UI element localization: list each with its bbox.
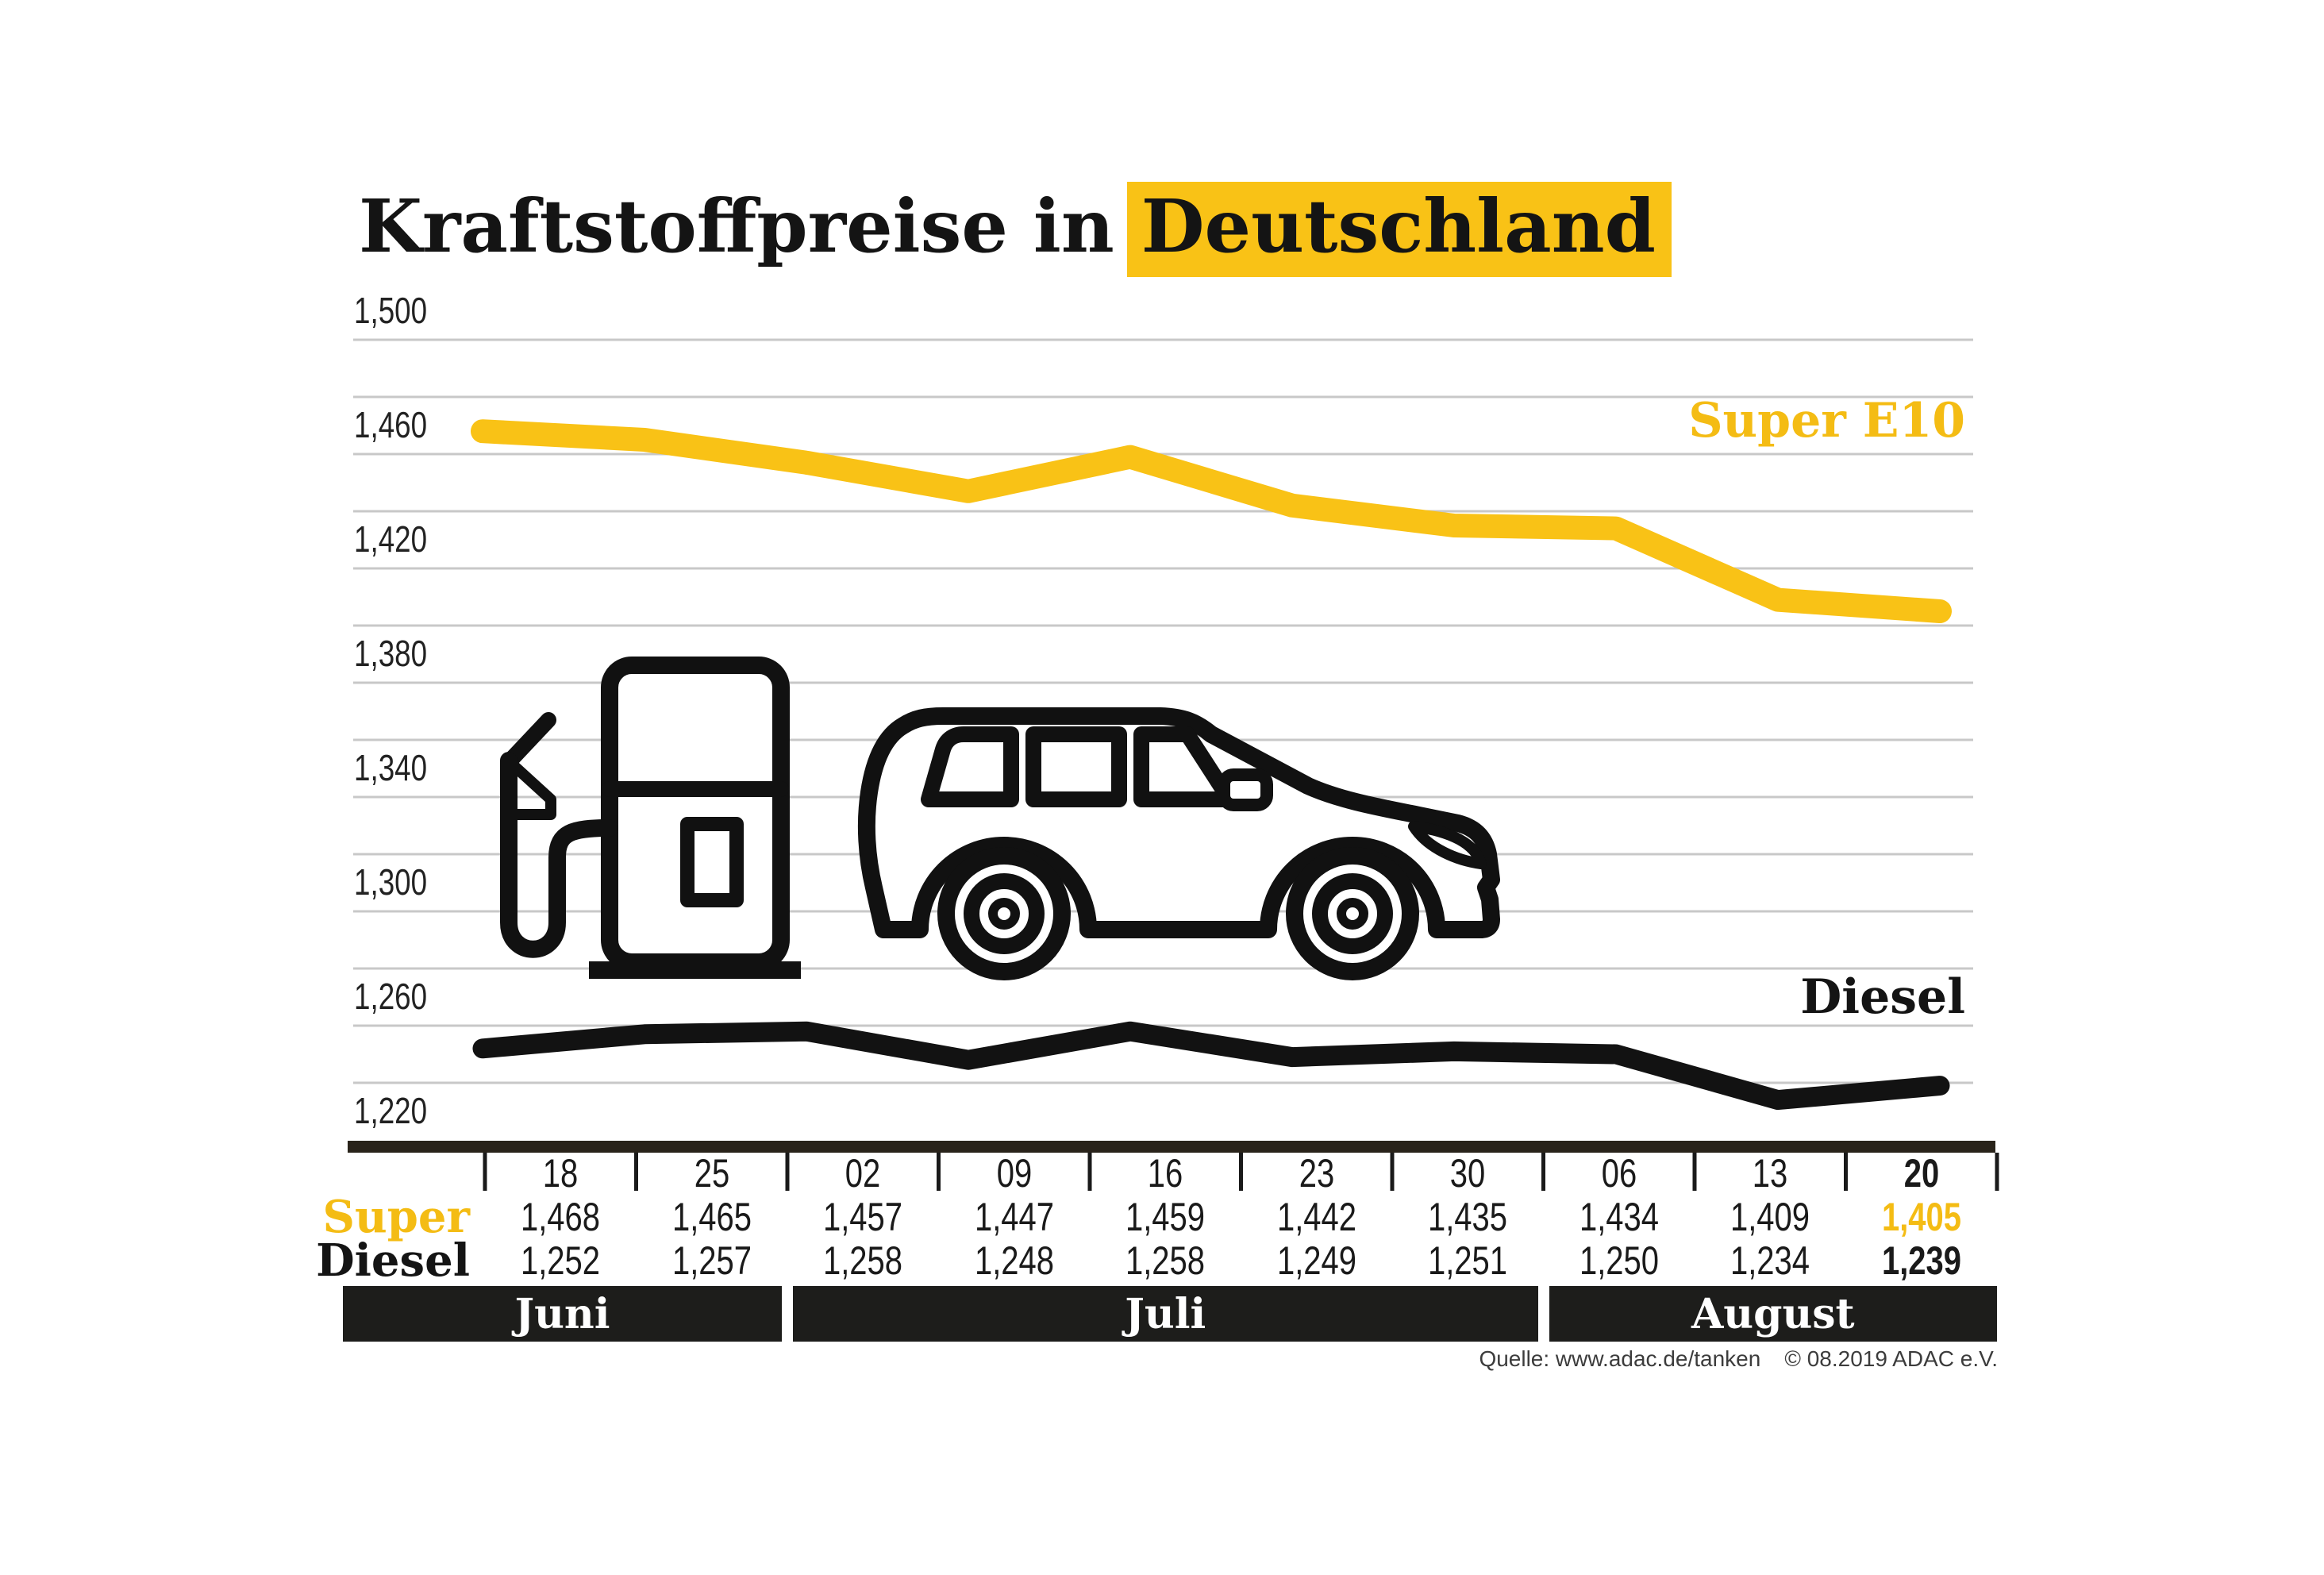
date-label-text: 25 [694,1151,730,1196]
super-value-text: 1,435 [1428,1195,1508,1239]
diesel-value-text: 1,258 [1125,1238,1206,1283]
y-axis-label-text: 1,220 [354,1090,428,1131]
date-label: 25 [690,1153,734,1194]
date-label-text: 13 [1753,1151,1788,1196]
car-icon [857,707,1500,980]
diesel-value: 1,251 [1418,1239,1518,1282]
y-axis-label: 1,420 [354,519,445,559]
date-label-text: 09 [996,1151,1033,1196]
date-label-text: 20 [1903,1151,1940,1196]
super-value-text: 1,447 [974,1195,1054,1239]
diesel-value-text: 1,239 [1881,1238,1961,1283]
diesel-value-text: 1,250 [1579,1238,1659,1283]
month-band-august: August [1549,1286,1997,1342]
diesel-value-text: 1,258 [823,1238,903,1283]
super-value: 1,442 [1267,1196,1366,1238]
diesel-value: 1,239 [1872,1239,1971,1282]
y-axis-label: 1,500 [354,291,445,330]
month-band-juni: Juni [343,1286,782,1342]
super-value: 1,435 [1418,1196,1518,1238]
super-value-text: 1,434 [1579,1195,1659,1239]
fuel-pump-icon [500,657,801,979]
y-axis-label: 1,460 [354,405,445,445]
source-copyright: © 08.2019 ADAC e.V. [1784,1346,1998,1371]
y-axis-label: 1,260 [354,976,445,1016]
diesel-value: 1,234 [1721,1239,1820,1282]
diesel-value-text: 1,252 [521,1238,601,1283]
x-axis-line [348,1141,1995,1153]
date-label-text: 18 [543,1151,579,1196]
y-axis-label-text: 1,460 [354,404,428,445]
super-value: 1,434 [1569,1196,1668,1238]
super-e10-line [471,419,1952,623]
date-label: 02 [841,1153,885,1194]
y-axis-label-text: 1,260 [354,976,428,1017]
diesel-value-text: 1,251 [1428,1238,1508,1283]
y-axis-label: 1,300 [354,862,445,902]
y-axis-label: 1,220 [354,1091,445,1130]
super-value-text: 1,405 [1881,1195,1961,1239]
date-label: 16 [1143,1153,1187,1194]
date-label-text: 06 [1601,1151,1637,1196]
super-value-text: 1,457 [823,1195,903,1239]
diesel-value: 1,250 [1569,1239,1668,1282]
y-axis-label-text: 1,300 [354,861,428,903]
super-value: 1,447 [964,1196,1064,1238]
diesel-value-text: 1,248 [974,1238,1054,1283]
super-value: 1,409 [1721,1196,1820,1238]
x-axis-ticks [483,1153,1999,1191]
month-band-juli: Juli [793,1286,1538,1342]
diesel-value: 1,258 [814,1239,913,1282]
super-row-label: Super [322,1191,470,1243]
date-label-text: 30 [1450,1151,1486,1196]
date-label-text: 16 [1148,1151,1183,1196]
super-value-text: 1,442 [1276,1195,1356,1239]
diesel-value-text: 1,257 [671,1238,752,1283]
super-value: 1,459 [1116,1196,1215,1238]
super-value: 1,468 [511,1196,610,1238]
super-value-text: 1,459 [1125,1195,1206,1239]
super-value-text: 1,409 [1730,1195,1810,1239]
date-label: 18 [538,1153,583,1194]
legend-diesel: Diesel [1800,969,1965,1025]
date-label: 06 [1597,1153,1641,1194]
title-text: Kraftstoffpreise in [359,183,1114,269]
date-label: 13 [1748,1153,1792,1194]
date-label: 23 [1295,1153,1339,1194]
diesel-value-text: 1,234 [1730,1238,1810,1283]
y-axis-label: 1,380 [354,633,445,673]
diesel-line [472,1021,1950,1111]
date-label: 09 [992,1153,1037,1194]
legend-super-e10: Super E10 [1688,393,1965,449]
diesel-value-text: 1,249 [1276,1238,1356,1283]
super-value: 1,405 [1872,1196,1971,1238]
super-value-text: 1,465 [671,1195,752,1239]
y-axis-label-text: 1,340 [354,747,428,788]
y-axis-label: 1,340 [354,748,445,788]
diesel-value: 1,257 [662,1239,761,1282]
super-value: 1,457 [814,1196,913,1238]
super-value-text: 1,468 [521,1195,601,1239]
diesel-value: 1,248 [964,1239,1064,1282]
source-note: Quelle: www.adac.de/tanken © 08.2019 ADAC… [1479,1345,1998,1373]
diesel-value: 1,258 [1116,1239,1215,1282]
date-label-text: 02 [845,1151,881,1196]
y-axis-label-text: 1,500 [354,290,428,331]
super-value: 1,465 [662,1196,761,1238]
source-quelle: Quelle: www.adac.de/tanken [1479,1346,1761,1371]
chart-title: Kraftstoffpreise in Deutschland [359,182,1672,277]
date-label: 30 [1445,1153,1490,1194]
date-label-text: 23 [1299,1151,1335,1196]
title-highlight: Deutschland [1126,182,1672,277]
diesel-value: 1,249 [1267,1239,1366,1282]
y-axis-label-text: 1,420 [354,518,428,560]
diesel-value: 1,252 [511,1239,610,1282]
diesel-row-label: Diesel [316,1234,470,1287]
y-axis-label-text: 1,380 [354,633,428,674]
date-label: 20 [1899,1153,1944,1194]
